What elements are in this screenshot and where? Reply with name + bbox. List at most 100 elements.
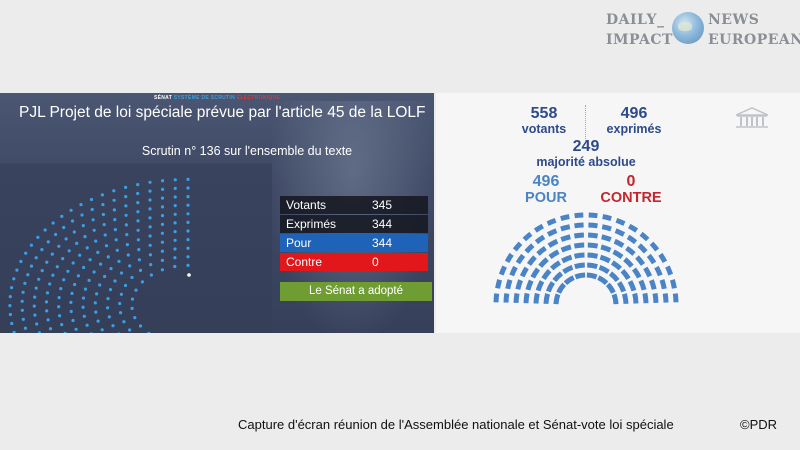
tally-value: 345 (372, 198, 393, 212)
seat-dot (147, 331, 151, 333)
seat-dot (10, 321, 14, 326)
seat-dot (57, 305, 61, 309)
assembly-seat-block (509, 265, 518, 277)
assembly-seat-block (562, 264, 574, 275)
assembly-seat-block (560, 214, 570, 222)
seat-dot (96, 319, 100, 323)
assembly-seat-block (621, 293, 629, 304)
logo-european: EUROPEAN (708, 32, 800, 48)
seat-dot (21, 317, 25, 321)
assembly-seat-block (498, 265, 507, 276)
tally-row-votants: Votants 345 (280, 196, 428, 214)
assembly-seat-block (587, 252, 599, 259)
hemicycle-backdrop (0, 163, 272, 333)
seat-dot (173, 221, 177, 225)
seat-dot (125, 233, 129, 237)
assembly-seat-block (654, 265, 663, 277)
seat-dot (57, 296, 61, 300)
vote-pour: 496 POUR (516, 173, 576, 206)
seat-dot (43, 228, 47, 232)
seat-dot (64, 237, 68, 241)
photo-credit: ©PDR (740, 417, 778, 432)
seat-dot (70, 291, 74, 295)
seat-dot (137, 248, 141, 252)
assembly-seat-block (658, 252, 668, 263)
seat-dot (85, 246, 89, 250)
seat-dot (104, 244, 109, 248)
seat-dot (94, 310, 98, 314)
assembly-seat-block (574, 212, 584, 219)
stat-votants: 558 votants (508, 105, 580, 136)
assembly-seat-block (601, 234, 612, 242)
seat-dot (124, 204, 128, 208)
seat-dot (106, 297, 110, 301)
logo-daily: DAILY_ (606, 12, 665, 28)
seat-dot (24, 251, 28, 255)
seat-dot (50, 252, 54, 256)
seat-dot (55, 265, 59, 269)
assembly-seat-block (659, 279, 667, 290)
assembly-seat-block (649, 279, 657, 290)
seat-dot (26, 273, 30, 277)
seat-dot (87, 278, 91, 282)
scrutin-label: Scrutin n° 136 sur l'ensemble du texte (141, 144, 353, 158)
bill-title: PJL Projet de loi spéciale prévue par l'… (19, 104, 426, 121)
seat-dot (74, 327, 78, 331)
seat-dot (83, 235, 87, 239)
assembly-seat-block (598, 264, 610, 275)
seat-dot (111, 324, 115, 328)
seat-dot (186, 229, 190, 233)
seat-dot (103, 274, 107, 279)
assembly-seat-block (552, 271, 564, 283)
seat-dot (92, 228, 96, 232)
seat-dot (115, 248, 119, 252)
seat-dot (173, 204, 177, 208)
seat-dot (82, 314, 86, 318)
seat-dot (71, 318, 75, 323)
seat-dot (73, 282, 77, 287)
stat-majorite: 249 majorité absolue (526, 138, 646, 169)
seat-dot (37, 277, 41, 281)
seat-dot (83, 287, 88, 291)
logo-news: NEWS (708, 12, 760, 28)
seat-dot (81, 296, 86, 300)
assembly-seat-block (632, 292, 639, 304)
seat-dot (173, 178, 177, 182)
seat-dot (12, 330, 16, 333)
seat-dot (161, 187, 165, 191)
seat-dot (173, 230, 177, 234)
seat-dot (119, 292, 123, 296)
header-electronique: ÉLECTRONIQUE (236, 95, 281, 101)
assembly-seat-block (546, 228, 558, 237)
seat-dot (12, 277, 16, 281)
seat-dot (124, 213, 128, 217)
assembly-seat-block (530, 267, 541, 279)
votants-number: 558 (530, 105, 558, 122)
tally-row-contre: Contre 0 (280, 253, 428, 271)
seat-dot (106, 255, 110, 259)
seat-dot (33, 295, 37, 299)
tally-label: Votants (286, 198, 327, 212)
seat-dot (119, 311, 123, 315)
majorite-number: 249 (572, 138, 600, 155)
assembly-seat-block (533, 223, 544, 233)
assembly-seat-block (597, 275, 609, 286)
senate-vote-panel: SÉNAT SYSTÈME DE SCRUTIN ÉLECTRONIQUE PJ… (0, 93, 434, 333)
seat-dot (51, 221, 55, 225)
seat-dot (106, 306, 110, 310)
assembly-seat-block (504, 252, 514, 263)
assembly-seat-block (525, 279, 534, 291)
seat-dot (160, 231, 164, 235)
assembly-seat-block (519, 266, 529, 278)
seat-dot (67, 249, 71, 253)
assembly-seat-block (546, 217, 557, 226)
seat-dot (113, 228, 117, 232)
tally-value: 344 (372, 236, 393, 250)
assembly-seat-block (493, 293, 500, 303)
seat-dot (21, 290, 25, 294)
seat-dot (71, 261, 75, 265)
tally-value: 0 (372, 255, 379, 269)
assembly-seat-block (523, 292, 530, 304)
stat-exprimes: 496 exprimés (594, 105, 674, 136)
assembly-seat-block (652, 292, 659, 304)
